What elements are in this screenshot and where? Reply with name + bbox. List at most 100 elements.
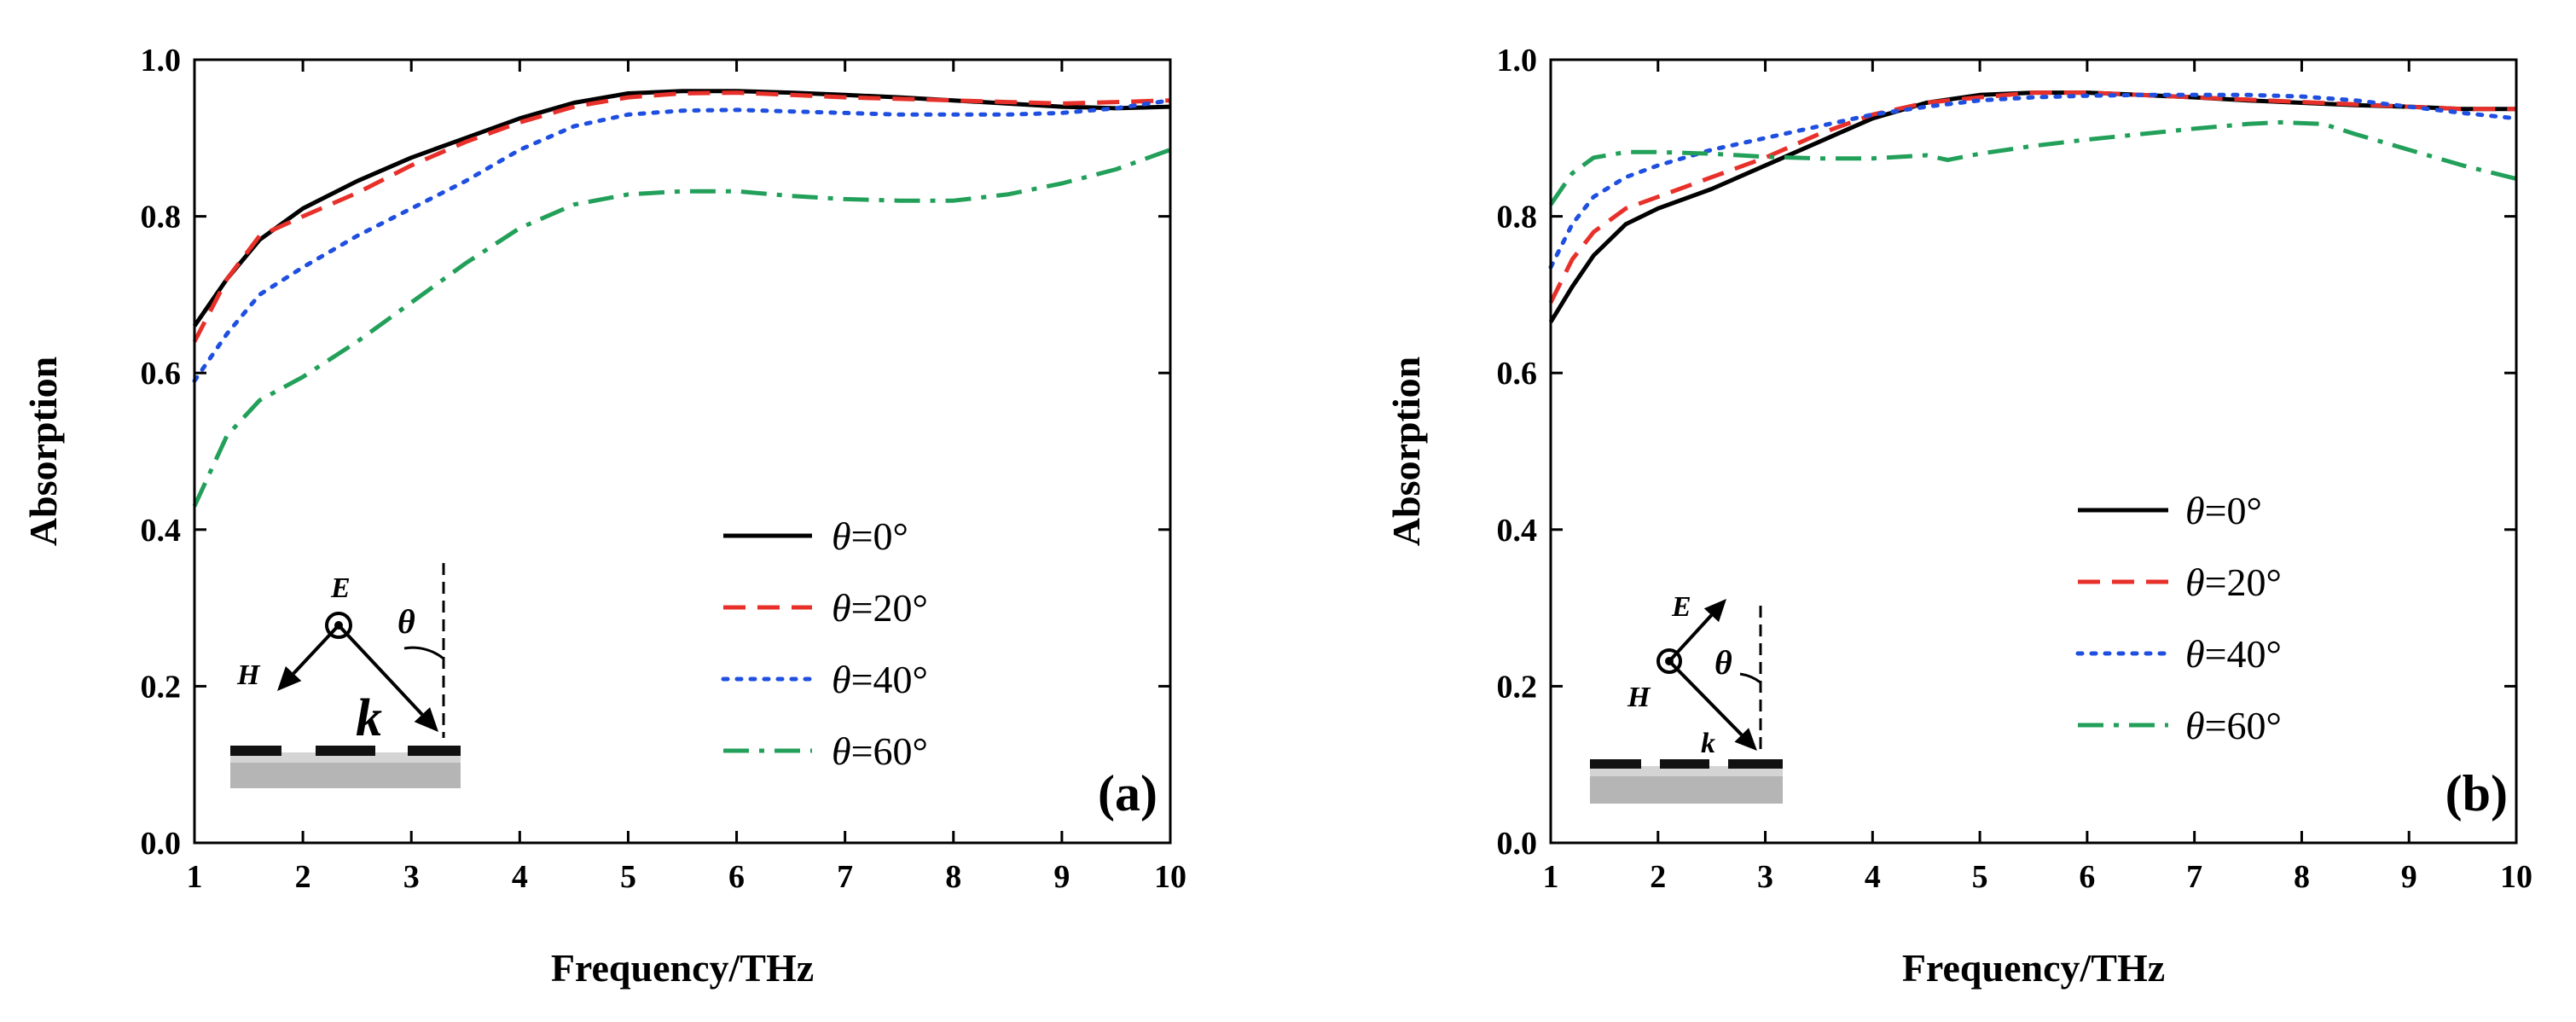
x-axis-title: Frequency/THz [551,946,814,990]
legend-theta-symbol: θ [2185,632,2205,676]
chart-panel: 1 2 3 4 5 6 7 8 9 10 0.0 0.2 0.4 0.6 0.8 1.0 Frequency/T… [1384,43,2532,990]
series-line [1548,90,2516,323]
arrow-head [1703,599,1726,623]
legend: θ=0°θ=20°θ=40°θ=60° [2075,489,2282,747]
x-tick-label: 4 [512,859,528,895]
series-line [192,90,1171,343]
arrow-shaft [1668,659,1743,736]
e-field-out-circle [325,612,352,639]
h-field-out-circle [1656,648,1682,674]
inset-label-h: H [1627,682,1651,713]
y-tick-label: 0.0 [1497,826,1538,862]
legend-theta-symbol: θ [832,586,851,630]
series-line [1548,90,2516,304]
x-tick-label: 1 [187,859,203,895]
x-tick-label: 7 [837,859,853,895]
inset-label-e: E [330,572,351,604]
x-tick-label: 2 [1650,859,1666,895]
inset-label-theta: θ [397,602,415,641]
legend-label: =60° [851,729,928,773]
legend-label: =0° [2205,489,2262,532]
dielectric-layer [230,752,461,763]
x-tick-label: 4 [1865,859,1881,895]
metal-pattern [1660,759,1709,769]
metal-pattern [316,746,375,756]
x-tick-label: 5 [620,859,636,895]
legend-label: =20° [2205,560,2282,604]
x-tick-label: 9 [1053,859,1070,895]
plot-frame [1549,58,2518,845]
plot-frame [193,58,1172,845]
x-tick-label: 5 [1972,859,1988,895]
panel-label: (b) [2445,765,2508,822]
panel-label: (a) [1098,765,1157,822]
series-line [192,89,1171,328]
chart-panel: 1 2 3 4 5 6 7 8 9 10 0.0 0.2 0.4 0.6 0.8 1.0 Frequency/T… [21,43,1186,990]
inset-label-k: k [1701,728,1715,759]
legend-theta-symbol: θ [2185,489,2205,532]
legend-theta-symbol: θ [2185,704,2205,747]
series-line [1548,119,2517,206]
legend-entry: θ=60° [832,729,928,773]
legend-label: =20° [851,586,928,630]
x-tick-label: 6 [728,859,745,895]
substrate-layer [230,759,461,788]
x-tick-label: 7 [2186,859,2202,895]
x-tick-label: 1 [1543,859,1559,895]
x-axis-title: Frequency/THz [1902,946,2165,990]
y-tick-label: 0.8 [1497,200,1538,235]
substrate-layer [1590,773,1783,804]
metal-pattern [1728,759,1783,769]
y-tick-label: 0.0 [141,826,182,862]
legend-entry: θ=60° [2185,704,2282,747]
angle-arc [1739,672,1761,684]
arrow-head [1734,728,1757,751]
legend-entry: θ=20° [832,586,928,630]
y-tick-label: 0.6 [141,356,182,392]
legend-label: =60° [2205,704,2282,747]
y-tick-label: 1.0 [141,43,182,78]
y-tick-label: 0.6 [1497,356,1538,392]
x-tick-label: 10 [2500,859,2532,895]
legend-theta-symbol: θ [832,658,851,701]
legend-entry: θ=0° [2185,489,2262,532]
legend-theta-symbol: θ [832,514,851,558]
legend-theta-symbol: θ [832,729,851,773]
legend-entry: θ=0° [832,514,908,558]
legend-entry: θ=40° [2185,632,2282,676]
series-line [1548,92,2519,270]
metal-pattern [408,746,461,756]
x-tick-label: 10 [1154,859,1186,895]
y-tick-label: 1.0 [1497,43,1538,78]
incidence-inset: E Hk θ [230,563,461,788]
series-line [192,148,1171,508]
incidence-inset: E Hk θ [1590,591,1783,804]
metal-pattern [1590,759,1641,769]
y-axis-title: Absorption [21,357,65,546]
x-tick-label: 3 [403,859,420,895]
series-line [192,98,1173,383]
y-axis-title: Absorption [1384,357,1428,546]
y-tick-label: 0.4 [141,513,182,549]
arrow-head [414,706,438,732]
legend-entry: θ=40° [832,658,928,701]
arrow-shaft [292,624,340,675]
x-tick-label: 2 [295,859,311,895]
x-tick-label: 9 [2401,859,2417,895]
inset-label-theta: θ [1714,643,1732,682]
legend-entry: θ=20° [2185,560,2282,604]
y-tick-label: 0.4 [1497,513,1538,549]
arrow-shaft [337,624,424,716]
legend-label: =0° [851,514,908,558]
arrow-head [277,665,302,691]
inset-label-h: H [236,659,261,691]
x-tick-label: 8 [2294,859,2310,895]
y-tick-label: 0.2 [141,669,182,705]
legend: θ=0°θ=20°θ=40°θ=60° [721,514,928,773]
inset-label-k: k [356,689,382,747]
inset-label-e: E [1671,591,1691,623]
y-tick-label: 0.8 [141,200,182,235]
x-tick-label: 3 [1757,859,1773,895]
x-tick-label: 8 [945,859,961,895]
